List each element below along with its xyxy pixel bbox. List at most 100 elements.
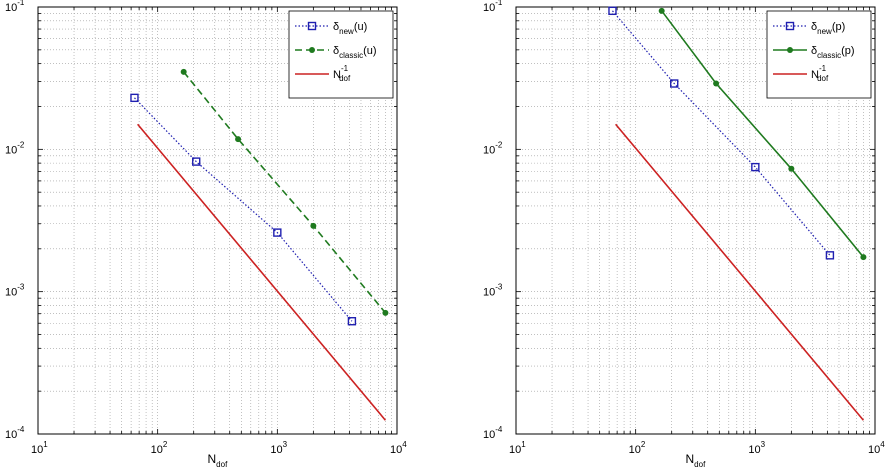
legend-label-main: δ — [811, 21, 817, 33]
tick-exponent: 2 — [641, 440, 646, 449]
series-2 — [658, 7, 867, 261]
series-line — [137, 123, 387, 421]
series-3 — [615, 123, 865, 421]
legend-label-sup: -1 — [341, 64, 349, 73]
chart-panel-2: 101 102 103 10410-410-310-210-1Ndofδnew(p)δ… — [483, 0, 885, 469]
legend-label-main: N — [811, 69, 819, 81]
tick-base: 10 — [748, 444, 760, 456]
legend-label-sub: dof — [339, 74, 351, 83]
x-tick-label: 103 — [270, 440, 287, 456]
legend-label-main: δ — [333, 45, 339, 57]
series-2 — [180, 68, 389, 316]
x-tick-label: 101 — [31, 440, 48, 456]
axes-box — [37, 6, 398, 435]
legend-label-main: δ — [811, 45, 817, 57]
tick-exponent: 2 — [163, 440, 168, 449]
legend-label-sub: dof — [817, 74, 829, 83]
tick-exponent: -2 — [17, 140, 25, 149]
legend-label-sub: new — [817, 27, 832, 36]
legend: δnew(p)δclassic(p)N-1 dof — [766, 10, 872, 99]
x-axis-label-sub: dof — [694, 460, 706, 469]
series-line — [615, 123, 865, 421]
legend-label: N-1 dof — [333, 64, 351, 83]
tick-base: 10 — [5, 287, 17, 299]
legend-entry-2: δclassic(p) — [773, 45, 855, 60]
y-tick-label: 10-2 — [483, 140, 503, 156]
x-tick-label: 101 — [509, 440, 526, 456]
tick-exponent: 4 — [880, 440, 885, 449]
legend-entry-1: δnew(p) — [773, 21, 845, 36]
dot-marker — [658, 7, 665, 14]
grid — [516, 7, 875, 434]
tick-exponent: -1 — [495, 0, 503, 7]
legend-label-tail: (p) — [832, 21, 845, 33]
legend-label: δclassic(u) — [333, 45, 377, 60]
tick-exponent: -1 — [17, 0, 25, 7]
dot-marker — [788, 165, 795, 172]
legend-label-sub: classic — [339, 51, 363, 60]
tick-exponent: 3 — [283, 440, 288, 449]
square-marker — [670, 79, 679, 88]
legend-entry-2: δclassic(u) — [295, 45, 377, 60]
tick-base: 10 — [483, 144, 495, 156]
square-marker — [751, 162, 760, 172]
tick-base: 10 — [5, 429, 17, 441]
dot-marker — [860, 254, 867, 261]
tick-base: 10 — [868, 444, 880, 456]
y-tick-label: 10-4 — [483, 425, 503, 441]
tick-exponent: 1 — [521, 440, 526, 449]
dot-marker — [713, 80, 720, 87]
tick-exponent: 4 — [402, 440, 407, 449]
y-tick-label: 10-4 — [5, 425, 25, 441]
legend-label-main: N — [333, 69, 341, 81]
y-tick-label: 10-3 — [5, 283, 25, 299]
square-marker — [347, 317, 357, 326]
legend-label: δclassic(p) — [811, 45, 855, 60]
dot-marker — [180, 68, 187, 75]
x-axis-label: Ndof — [686, 452, 707, 469]
axes-box — [515, 6, 876, 435]
x-tick-label: 102 — [151, 440, 168, 456]
tick-exponent: 3 — [761, 440, 766, 449]
square-marker — [825, 251, 835, 260]
dot-marker — [235, 136, 242, 143]
chart-panel-1: 101 102 103 10410-410-310-210-1Ndofδnew(u)δ… — [5, 0, 407, 469]
tick-exponent: 1 — [43, 440, 48, 449]
dot-marker — [382, 309, 389, 316]
legend-entry-3: N-1 dof — [773, 64, 829, 83]
x-axis-label: Ndof — [208, 452, 229, 469]
grid — [38, 7, 397, 434]
series-line — [661, 10, 865, 258]
legend-label: N-1 dof — [811, 64, 829, 83]
y-tick-label: 10-1 — [483, 0, 503, 14]
tick-base: 10 — [483, 287, 495, 299]
square-marker — [192, 157, 201, 166]
tick-base: 10 — [151, 444, 163, 456]
series-3 — [137, 123, 387, 421]
tick-base: 10 — [390, 444, 402, 456]
square-marker — [130, 93, 139, 103]
x-tick-label: 104 — [868, 440, 885, 456]
legend-label-sub: classic — [817, 51, 841, 60]
legend-entry-1: δnew(u) — [295, 21, 367, 36]
legend: δnew(u)δclassic(u)N-1 dof — [288, 10, 394, 99]
dot-marker — [310, 222, 317, 229]
legend-entry-3: N-1 dof — [295, 64, 351, 83]
legend-label-sub: new — [339, 27, 354, 36]
tick-exponent: -3 — [495, 283, 503, 292]
tick-base: 10 — [483, 429, 495, 441]
series-1 — [608, 6, 835, 260]
legend-label-tail: (u) — [354, 21, 367, 33]
x-tick-label: 104 — [390, 440, 407, 456]
x-axis-label-main: N — [208, 452, 217, 466]
tick-marks — [515, 6, 876, 435]
tick-base: 10 — [509, 444, 521, 456]
legend-dot-marker — [309, 47, 315, 53]
x-axis-label-sub: dof — [216, 460, 228, 469]
series-line — [183, 71, 387, 314]
tick-exponent: -4 — [495, 425, 503, 434]
legend-dot-marker — [787, 47, 793, 53]
legend-label-sup: -1 — [819, 64, 827, 73]
y-tick-label: 10-2 — [5, 140, 25, 156]
